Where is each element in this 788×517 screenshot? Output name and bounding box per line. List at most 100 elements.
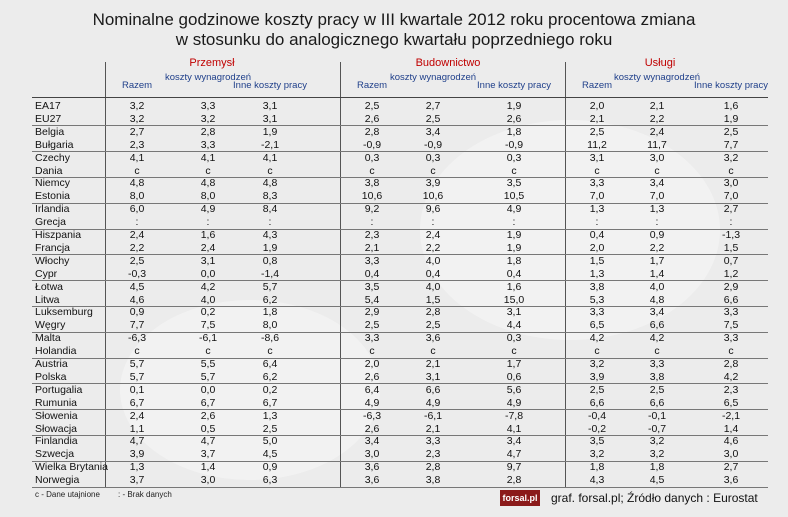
column-separator (340, 62, 341, 487)
table-cell: 3,6 (425, 332, 441, 345)
table-cell: 1,4 (723, 422, 739, 435)
table-cell: 4,5 (649, 474, 665, 487)
table-cell: 6,6 (589, 396, 605, 409)
table-cell: 2,4 (649, 125, 665, 138)
table-cell: 3,2 (589, 448, 605, 461)
table-cell: 7,0 (649, 190, 665, 203)
table-cell: 6,6 (723, 293, 739, 306)
table-cell: 6,6 (649, 396, 665, 409)
table-cell: 4,8 (262, 177, 278, 190)
table-cell: 7,0 (723, 190, 739, 203)
table-cell: 0,4 (589, 229, 605, 241)
table-cell: 2,5 (589, 125, 605, 138)
table-cell: 3,4 (506, 435, 522, 448)
table-cell: 3,3 (425, 435, 441, 448)
table-cell: 1,7 (506, 358, 522, 370)
column-header: koszty wynagrodzeń (164, 72, 252, 83)
table-cell: 3,3 (364, 332, 380, 345)
background-decoration (420, 120, 720, 340)
table-cell: 2,8 (723, 358, 739, 370)
country-label: Malta (35, 332, 61, 345)
header-rule (32, 97, 768, 98)
table-cell: -1,4 (260, 267, 280, 280)
table-cell: 9,2 (364, 203, 380, 216)
table-cell: 3,9 (425, 177, 441, 190)
section-label: Budownictwo (415, 57, 481, 69)
table-cell: 0,3 (506, 332, 522, 345)
table-cell: c (369, 345, 375, 358)
table-cell: 2,7 (723, 203, 739, 216)
table-cell: 3,1 (262, 100, 278, 112)
table-cell: 5,4 (364, 293, 380, 306)
table-cell: 4,2 (589, 332, 605, 345)
table-cell: 0,8 (262, 254, 278, 267)
table-cell: 3,8 (589, 280, 605, 293)
table-cell: 2,1 (425, 422, 441, 435)
table-cell: 2,5 (723, 125, 739, 138)
table-cell: 4,3 (589, 474, 605, 487)
table-cell: 4,8 (200, 177, 216, 190)
table-cell: 2,6 (506, 112, 522, 125)
country-label: EA17 (35, 100, 61, 112)
table-cell: 3,3 (723, 306, 739, 319)
table-cell: 3,8 (649, 370, 665, 383)
table-cell: 4,2 (649, 332, 665, 345)
table-cell: : (729, 216, 733, 229)
table-cell: 3,3 (649, 358, 665, 370)
table-cell: 4,6 (723, 435, 739, 448)
table-cell: : (512, 216, 516, 229)
table-cell: 3,2 (129, 112, 145, 125)
column-header: Razem (121, 80, 153, 91)
table-cell: 1,1 (129, 422, 145, 435)
table-cell: 1,3 (129, 461, 145, 474)
table-cell: c (511, 164, 517, 177)
column-header: Razem (581, 80, 613, 91)
table-cell: 4,0 (200, 293, 216, 306)
table-cell: 2,7 (129, 125, 145, 138)
table-cell: 4,0 (649, 280, 665, 293)
column-header: Inne koszty pracy (233, 80, 307, 91)
table-cell: 2,2 (129, 241, 145, 254)
table-cell: 2,0 (589, 100, 605, 112)
table-cell: 6,4 (364, 383, 380, 396)
table-cell: 3,0 (200, 474, 216, 487)
table-cell: 5,5 (200, 358, 216, 370)
column-header: Inne koszty pracy (694, 80, 768, 91)
table-cell: : (135, 216, 139, 229)
title-line-2: w stosunku do analogicznego kwartału pop… (175, 30, 613, 49)
table-cell: -0,9 (362, 138, 382, 151)
table-cell: 7,7 (129, 319, 145, 332)
column-header: koszty wynagrodzeń (613, 72, 701, 83)
country-label: Bułgaria (35, 138, 74, 151)
table-cell: 2,5 (589, 383, 605, 396)
table-cell: 3,0 (723, 448, 739, 461)
table-cell: 3,2 (649, 448, 665, 461)
table-cell: c (728, 164, 734, 177)
table-cell: 0,0 (200, 267, 216, 280)
table-cell: 3,4 (425, 125, 441, 138)
table-cell: 2,3 (129, 138, 145, 151)
table-cell: 3,0 (723, 177, 739, 190)
table-cell: 11,2 (587, 138, 607, 151)
table-cell: 1,6 (200, 229, 216, 241)
table-cell: 6,7 (200, 396, 216, 409)
table-cell: 2,2 (649, 112, 665, 125)
row-rule (32, 460, 768, 462)
country-label: Hiszpania (35, 229, 82, 241)
table-cell: 1,9 (262, 241, 278, 254)
table-cell: 5,7 (129, 358, 145, 370)
table-cell: 4,5 (262, 448, 278, 461)
table-cell: 1,8 (506, 125, 522, 138)
table-cell: c (511, 345, 517, 358)
table-cell: 2,3 (425, 448, 441, 461)
row-rule (32, 228, 768, 230)
table-cell: 2,9 (723, 280, 739, 293)
country-label: Słowacja (35, 422, 78, 435)
title-line-1: Nominalne godzinowe koszty pracy w III k… (92, 10, 696, 29)
table-cell: -0,2 (587, 422, 607, 435)
table-cell: 2,8 (425, 461, 441, 474)
table-cell: -7,8 (504, 409, 524, 422)
row-rule (32, 357, 768, 359)
table-cell: 3,8 (364, 177, 380, 190)
table-cell: 4,1 (506, 422, 522, 435)
